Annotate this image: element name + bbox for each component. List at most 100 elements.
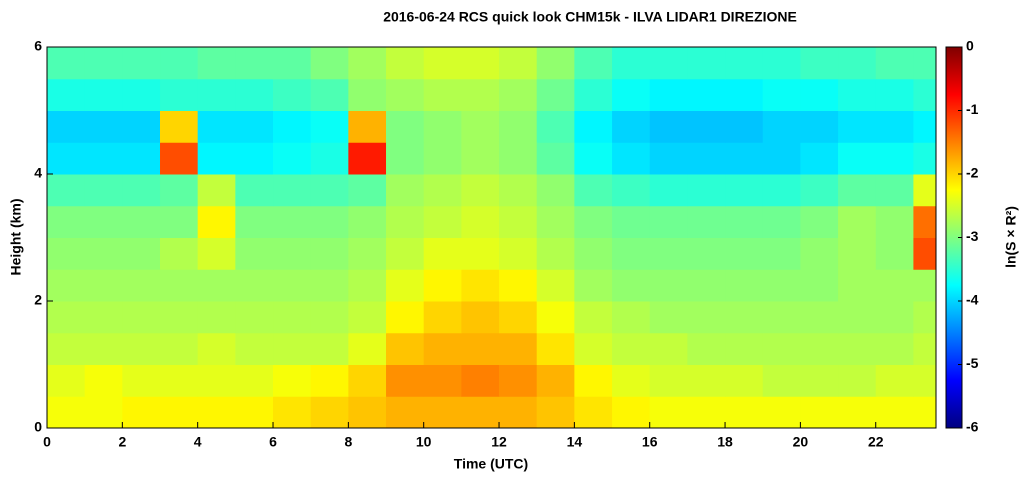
heat-cell: [386, 78, 425, 111]
heat-cell: [235, 205, 274, 238]
heat-cell: [612, 142, 651, 175]
heat-cell: [574, 110, 613, 143]
heat-cell: [612, 301, 651, 334]
heat-cell: [197, 47, 236, 80]
heat-cell: [762, 237, 801, 270]
heat-cell: [84, 364, 123, 397]
heat-cell: [536, 47, 575, 80]
heat-cell: [725, 269, 764, 302]
heat-cell: [273, 269, 312, 302]
heat-cell: [197, 269, 236, 302]
heat-cell: [310, 78, 349, 111]
heat-cell: [461, 110, 500, 143]
heat-cell: [273, 205, 312, 238]
heat-cell: [47, 174, 86, 207]
heat-cell: [160, 205, 199, 238]
heat-cell: [687, 78, 726, 111]
heat-cell: [800, 78, 839, 111]
heat-cell: [838, 78, 877, 111]
heat-cell: [461, 396, 500, 429]
heat-cell: [536, 237, 575, 270]
heat-cell: [310, 47, 349, 80]
heat-cell: [762, 396, 801, 429]
heat-cell: [574, 269, 613, 302]
heat-cell: [574, 78, 613, 111]
heat-cell: [273, 110, 312, 143]
heat-cell: [160, 332, 199, 365]
heat-cell: [423, 110, 462, 143]
heat-cell: [386, 237, 425, 270]
heat-cell: [762, 301, 801, 334]
heat-cell: [461, 205, 500, 238]
heat-cell: [499, 364, 538, 397]
heat-cell: [649, 269, 688, 302]
heat-cell: [725, 47, 764, 80]
heat-cell: [84, 237, 123, 270]
heat-cell: [612, 237, 651, 270]
heat-cell: [84, 142, 123, 175]
heat-cell: [612, 396, 651, 429]
heat-cell: [649, 396, 688, 429]
heat-cell: [913, 332, 937, 365]
heat-cell: [838, 47, 877, 80]
heat-cell: [574, 332, 613, 365]
heat-cell: [122, 174, 161, 207]
heat-cell: [386, 396, 425, 429]
heat-cell: [386, 142, 425, 175]
heat-cell: [235, 269, 274, 302]
heat-cell: [574, 301, 613, 334]
heat-cell: [800, 47, 839, 80]
heat-cell: [499, 237, 538, 270]
heat-cell: [235, 78, 274, 111]
heat-cell: [84, 78, 123, 111]
heat-cell: [875, 269, 914, 302]
heat-cell: [612, 364, 651, 397]
heat-cell: [687, 269, 726, 302]
heat-cell: [348, 205, 387, 238]
x-tick-label: 0: [43, 434, 51, 450]
heat-cell: [649, 142, 688, 175]
heat-cell: [310, 110, 349, 143]
heat-cell: [461, 364, 500, 397]
heat-cell: [800, 269, 839, 302]
heat-cell: [47, 269, 86, 302]
heat-cell: [461, 301, 500, 334]
heat-cell: [800, 332, 839, 365]
x-tick-label: 2: [118, 434, 126, 450]
heat-cell: [725, 205, 764, 238]
heat-cell: [913, 205, 937, 238]
heat-cell: [800, 364, 839, 397]
heat-cell: [160, 174, 199, 207]
heat-cell: [499, 110, 538, 143]
chart-title: 2016-06-24 RCS quick look CHM15k - ILVA …: [383, 9, 797, 25]
colorbar-tick-label: -3: [966, 228, 979, 244]
y-axis-label: Height (km): [8, 199, 24, 276]
heat-cell: [197, 205, 236, 238]
heat-cell: [47, 205, 86, 238]
heat-cell: [348, 301, 387, 334]
heat-cell: [762, 364, 801, 397]
heat-cell: [197, 396, 236, 429]
heat-cell: [574, 174, 613, 207]
heat-cell: [536, 205, 575, 238]
heat-cell: [536, 174, 575, 207]
heat-cell: [838, 301, 877, 334]
heat-cell: [310, 142, 349, 175]
colorbar-tick-label: -5: [966, 355, 979, 371]
heat-cell: [310, 332, 349, 365]
heat-cell: [84, 269, 123, 302]
heat-cell: [310, 269, 349, 302]
heat-cell: [800, 142, 839, 175]
y-tick-label: 2: [34, 292, 42, 308]
heat-cell: [348, 110, 387, 143]
heat-cell: [160, 301, 199, 334]
heat-cell: [875, 237, 914, 270]
heat-cell: [687, 237, 726, 270]
heat-cell: [499, 301, 538, 334]
heat-cell: [235, 396, 274, 429]
heat-cell: [423, 237, 462, 270]
heat-cell: [235, 301, 274, 334]
heat-cell: [47, 78, 86, 111]
heat-cell: [122, 142, 161, 175]
heat-cell: [197, 174, 236, 207]
